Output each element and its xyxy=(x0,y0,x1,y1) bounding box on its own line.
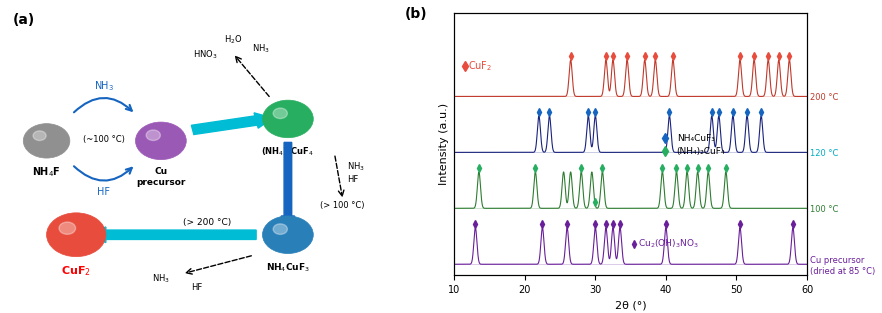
Text: NH$_3$: NH$_3$ xyxy=(348,160,365,172)
Text: HF: HF xyxy=(191,283,203,291)
FancyArrow shape xyxy=(89,227,256,243)
Circle shape xyxy=(47,213,106,257)
Text: NH$_4$CuF$_3$: NH$_4$CuF$_3$ xyxy=(266,261,310,274)
Text: H$_2$O: H$_2$O xyxy=(224,33,242,46)
Text: NH$_3$: NH$_3$ xyxy=(252,43,270,55)
FancyArrow shape xyxy=(191,113,273,135)
FancyArrow shape xyxy=(281,142,295,226)
Text: Cu$_2$(OH)$_3$NO$_3$: Cu$_2$(OH)$_3$NO$_3$ xyxy=(638,237,699,250)
Text: NH$_3$: NH$_3$ xyxy=(152,273,169,285)
Text: HNO$_3$: HNO$_3$ xyxy=(193,49,218,61)
Circle shape xyxy=(273,108,288,119)
Text: (~100 °C): (~100 °C) xyxy=(83,135,124,144)
Text: (b): (b) xyxy=(405,7,428,21)
Text: (NH$_4$)$_2$CuF$_4$: (NH$_4$)$_2$CuF$_4$ xyxy=(261,146,314,158)
Circle shape xyxy=(273,224,288,234)
Circle shape xyxy=(263,100,313,138)
Text: Cu
precursor: Cu precursor xyxy=(136,167,185,187)
Circle shape xyxy=(263,216,313,254)
Circle shape xyxy=(23,124,70,158)
Text: (> 200 °C): (> 200 °C) xyxy=(183,218,232,227)
Text: NH$_3$: NH$_3$ xyxy=(93,79,114,93)
Y-axis label: Intensity (a.u.): Intensity (a.u.) xyxy=(438,103,449,185)
Circle shape xyxy=(33,131,46,141)
Text: HF: HF xyxy=(348,175,358,183)
Circle shape xyxy=(136,122,186,160)
X-axis label: 2θ (°): 2θ (°) xyxy=(615,301,647,311)
Text: NH$_4$F: NH$_4$F xyxy=(33,165,61,179)
Text: (> 100 °C): (> 100 °C) xyxy=(319,201,364,209)
Text: CuF$_2$: CuF$_2$ xyxy=(468,59,492,73)
Legend: NH₄CuF₃, (NH₄)₂CuF₄: NH₄CuF₃, (NH₄)₂CuF₄ xyxy=(653,130,729,160)
Text: CuF$_2$: CuF$_2$ xyxy=(61,264,91,278)
Circle shape xyxy=(146,130,161,141)
Circle shape xyxy=(59,222,76,234)
Text: HF: HF xyxy=(97,187,110,198)
Text: (a): (a) xyxy=(12,13,35,27)
